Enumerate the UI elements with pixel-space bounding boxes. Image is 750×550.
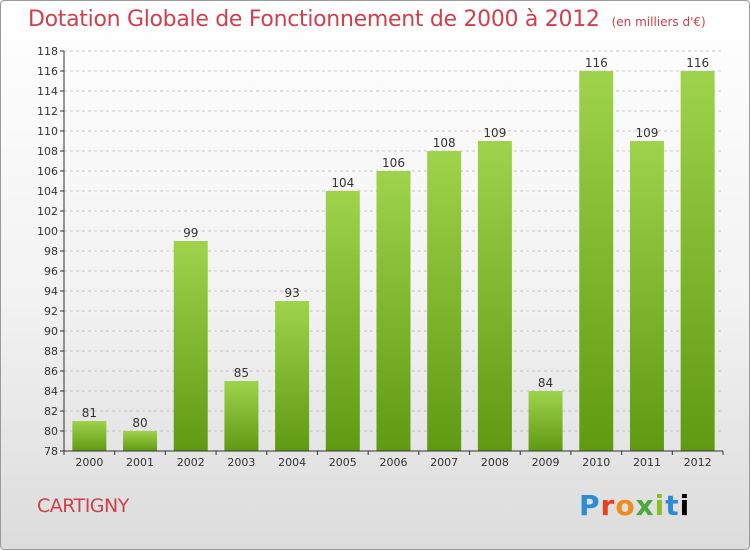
y-tick-label: 114 <box>37 85 58 98</box>
data-label-2007: 108 <box>433 136 456 150</box>
data-label-2003: 85 <box>234 366 249 380</box>
bar-2006 <box>376 171 411 451</box>
y-tick-labels: 78 80 82 84 86 88 90 92 94 96 98 100 102 104 106 108 110… <box>37 45 64 458</box>
x-tick-label: 2001 <box>126 456 154 469</box>
x-tick-label: 2008 <box>481 456 509 469</box>
y-tick-label: 110 <box>37 125 58 138</box>
data-label-2008: 109 <box>483 126 506 140</box>
data-label-2010: 116 <box>585 56 608 70</box>
data-label-2005: 104 <box>331 176 354 190</box>
x-tick-label: 2010 <box>582 456 610 469</box>
commune-name: CARTIGNY <box>37 495 129 517</box>
chart-title-text: Dotation Globale de Fonctionnement de 20… <box>28 7 600 32</box>
y-tick-label: 118 <box>37 45 58 58</box>
y-tick-label: 86 <box>44 365 58 378</box>
bar-2000 <box>72 421 107 451</box>
chart-subtitle: (en milliers d'€) <box>611 15 706 29</box>
y-tick-label: 92 <box>44 305 58 318</box>
y-tick-label: 116 <box>37 65 58 78</box>
logo-letter: x <box>635 489 655 522</box>
bar-2007 <box>427 151 462 451</box>
data-label-2004: 93 <box>284 286 299 300</box>
data-label-2009: 84 <box>538 376 553 390</box>
logo-letter: o <box>615 489 636 522</box>
data-label-2001: 80 <box>132 416 147 430</box>
bar-2009 <box>528 391 563 451</box>
x-tick-label: 2004 <box>278 456 306 469</box>
y-tick-label: 106 <box>37 165 58 178</box>
x-tick-label: 2011 <box>633 456 661 469</box>
data-label-2012: 116 <box>686 56 709 70</box>
y-tick-label: 84 <box>44 385 58 398</box>
x-tick-label: 2007 <box>430 456 458 469</box>
logo-letter: t <box>665 489 680 522</box>
bar-2012 <box>680 71 715 451</box>
bars <box>72 71 715 451</box>
y-tick-label: 108 <box>37 145 58 158</box>
x-tick-labels: 2000 2001 2002 2003 2004 2005 2006 2007 2008 2009… <box>63 451 724 469</box>
y-tick-label: 88 <box>44 345 58 358</box>
data-label-2006: 106 <box>382 156 405 170</box>
y-tick-label: 104 <box>37 185 58 198</box>
logo-letter: i <box>679 489 691 522</box>
y-tick-label: 78 <box>44 445 58 458</box>
bar-2005 <box>325 191 360 451</box>
x-tick-label: 2005 <box>329 456 357 469</box>
y-tick-label: 102 <box>37 205 58 218</box>
y-tick-label: 112 <box>37 105 58 118</box>
logo-letter: r <box>600 489 616 522</box>
bar-2003 <box>224 381 259 451</box>
x-tick-label: 2003 <box>227 456 255 469</box>
y-tick-label: 98 <box>44 245 58 258</box>
data-label-2011: 109 <box>636 126 659 140</box>
data-label-2002: 99 <box>183 226 198 240</box>
data-label-2000: 81 <box>82 406 97 420</box>
bar-2010 <box>579 71 614 451</box>
x-tick-label: 2006 <box>380 456 408 469</box>
x-tick-label: 2012 <box>684 456 712 469</box>
bar-2001 <box>123 431 158 451</box>
y-tick-label: 90 <box>44 325 58 338</box>
x-tick-label: 2002 <box>177 456 205 469</box>
proxiti-logo: Proxiti <box>579 489 690 522</box>
y-tick-label: 94 <box>44 285 58 298</box>
y-tick-label: 80 <box>44 425 58 438</box>
logo-letter: P <box>579 489 601 522</box>
y-tick-label: 100 <box>37 225 58 238</box>
y-tick-label: 96 <box>44 265 58 278</box>
logo-letter: i <box>654 489 666 522</box>
y-tick-label: 82 <box>44 405 58 418</box>
bar-2011 <box>629 141 664 451</box>
bar-2002 <box>173 241 208 451</box>
bar-2004 <box>275 301 310 451</box>
chart-title: Dotation Globale de Fonctionnement de 20… <box>28 7 706 32</box>
bar-2008 <box>477 141 512 451</box>
x-tick-label: 2009 <box>532 456 560 469</box>
x-tick-label: 2000 <box>75 456 103 469</box>
data-labels: 81 80 99 85 93 104 106 108 109 84 116 109 116 <box>82 56 709 430</box>
